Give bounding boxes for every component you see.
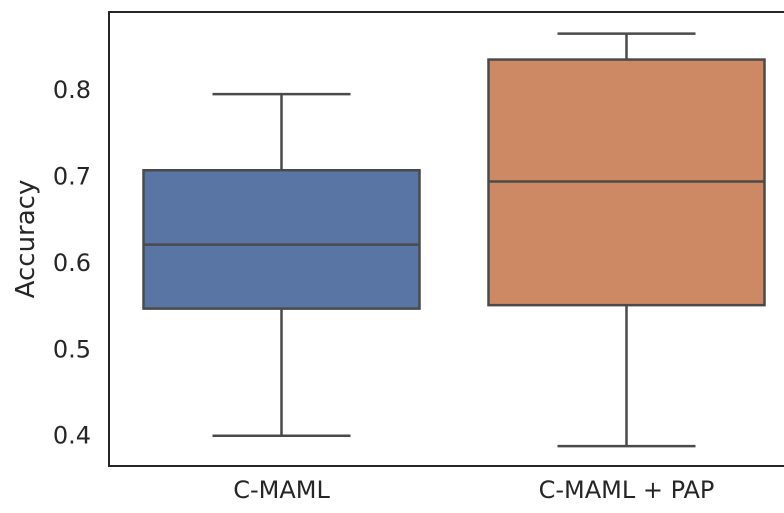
plot-frame: [108, 11, 784, 467]
y-tick-label: 0.4: [53, 422, 91, 450]
y-axis-ticks: 0.4 0.5 0.6 0.7 0.8: [53, 76, 91, 450]
box-c-maml: [142, 92, 421, 437]
y-tick-label: 0.7: [53, 162, 91, 190]
y-axis-title: Accuracy: [11, 180, 41, 299]
x-tick-label: C-MAML: [233, 476, 330, 504]
y-tick-label: 0.5: [53, 335, 91, 363]
x-tick-label: C-MAML + PAP: [539, 476, 715, 504]
iqr-box: [142, 169, 421, 310]
boxes-layer: [142, 32, 766, 448]
x-axis-ticks: C-MAML C-MAML + PAP: [233, 476, 714, 504]
y-tick-label: 0.6: [53, 249, 91, 277]
y-tick-label: 0.8: [53, 76, 91, 104]
box-c-maml-pap: [487, 32, 766, 448]
